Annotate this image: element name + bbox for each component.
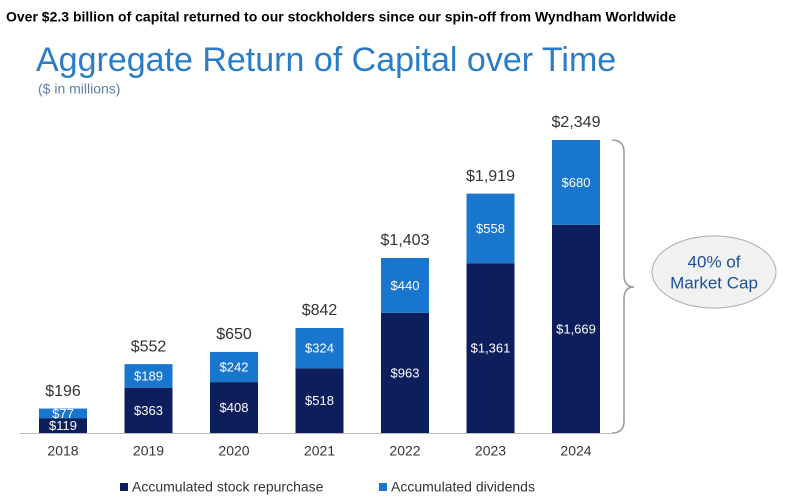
header: Over $2.3 billion of capital returned to… bbox=[6, 9, 676, 25]
bar-segment bbox=[552, 140, 600, 225]
x-tick-label: 2022 bbox=[389, 443, 420, 459]
x-tick-label: 2021 bbox=[304, 443, 335, 459]
chart-subtitle: ($ in millions) bbox=[38, 81, 120, 97]
total-label: $650 bbox=[216, 326, 252, 343]
annotation: 40% of bbox=[688, 252, 741, 271]
bar-segment bbox=[466, 193, 515, 264]
value-label: $1,669 bbox=[556, 321, 596, 336]
bar-segment bbox=[124, 387, 173, 433]
value-label: $408 bbox=[220, 400, 249, 415]
annotation-bubble bbox=[651, 235, 777, 309]
bar-segment bbox=[295, 368, 344, 433]
bar-segment bbox=[381, 312, 429, 433]
x-tick-label: 2018 bbox=[47, 443, 78, 459]
value-label: $77 bbox=[52, 406, 74, 421]
total-label: $2,349 bbox=[552, 114, 601, 131]
bar-segment bbox=[466, 263, 515, 433]
value-label: $518 bbox=[305, 393, 334, 408]
total-label: $552 bbox=[131, 338, 167, 355]
chart-title: Aggregate Return of Capital over Time bbox=[36, 41, 616, 79]
value-label: $242 bbox=[220, 359, 249, 374]
total-label: $1,403 bbox=[381, 232, 430, 249]
bar-segment bbox=[39, 418, 87, 433]
value-label: $680 bbox=[562, 175, 591, 190]
value-label: $324 bbox=[305, 341, 334, 356]
legend-label: Accumulated stock repurchase bbox=[132, 479, 324, 495]
total-label: $842 bbox=[302, 302, 338, 319]
value-label: $189 bbox=[134, 368, 163, 383]
bar-segment bbox=[210, 351, 258, 383]
x-tick-label: 2019 bbox=[133, 443, 164, 459]
value-label: $963 bbox=[391, 365, 420, 380]
value-label: $119 bbox=[49, 418, 77, 433]
bar-segment bbox=[295, 327, 344, 369]
bar-segment bbox=[381, 257, 429, 313]
legend-swatch bbox=[379, 483, 387, 491]
value-label: $558 bbox=[476, 221, 505, 236]
bar-segment bbox=[210, 382, 258, 433]
brace bbox=[611, 139, 635, 434]
total-label: $1,919 bbox=[466, 168, 515, 185]
value-label: $363 bbox=[134, 403, 163, 418]
annotation: Market Cap bbox=[670, 273, 758, 292]
x-tick-label: 2020 bbox=[218, 443, 249, 459]
legend-label: Accumulated dividends bbox=[391, 479, 535, 495]
x-tick-label: 2024 bbox=[560, 443, 591, 459]
value-label: $1,361 bbox=[471, 341, 511, 356]
total-label: $196 bbox=[45, 383, 81, 400]
legend-swatch bbox=[120, 483, 128, 491]
x-tick-label: 2023 bbox=[475, 443, 506, 459]
bar-segment bbox=[552, 224, 600, 433]
bar-segment bbox=[39, 408, 87, 419]
bar-segment bbox=[124, 364, 173, 388]
value-label: $440 bbox=[391, 278, 420, 293]
